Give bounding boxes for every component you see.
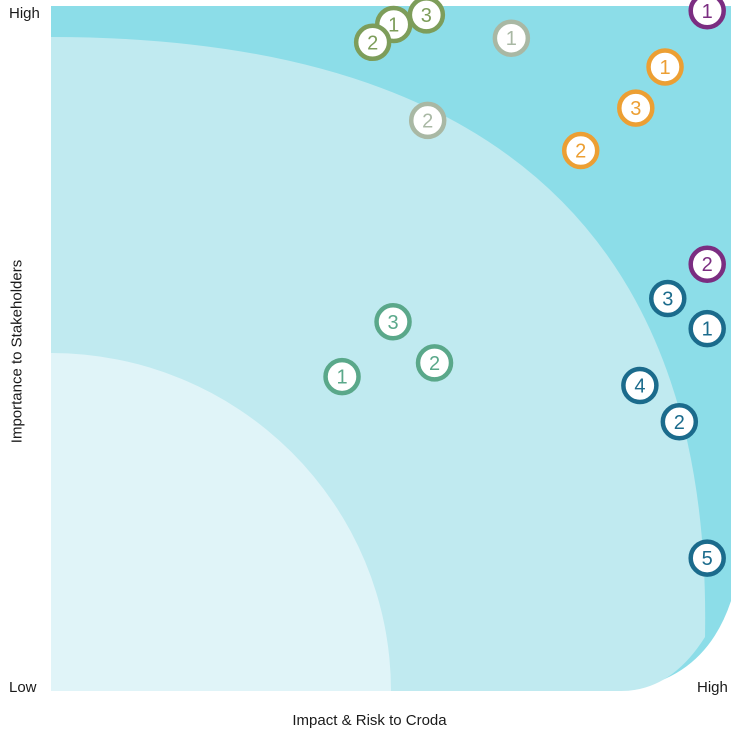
data-point-label: 1 bbox=[506, 28, 517, 50]
data-point-label: 4 bbox=[634, 375, 645, 397]
data-point: 3 bbox=[407, 0, 446, 34]
y-axis-low-label: Low bbox=[9, 679, 37, 696]
data-point: 1 bbox=[688, 309, 726, 348]
data-point-label: 3 bbox=[630, 98, 641, 120]
data-point-marker bbox=[660, 403, 699, 441]
y-axis-high-label: High bbox=[9, 5, 40, 22]
data-point: 3 bbox=[649, 279, 687, 318]
data-point: 2 bbox=[561, 131, 600, 170]
data-point-label: 2 bbox=[422, 110, 433, 132]
data-point: 3 bbox=[617, 89, 655, 127]
data-point-marker bbox=[561, 131, 600, 170]
data-point-marker bbox=[688, 245, 726, 283]
data-point-marker bbox=[415, 344, 454, 382]
data-point-marker bbox=[407, 0, 446, 34]
data-point-marker bbox=[688, 0, 726, 30]
data-point: 2 bbox=[353, 23, 392, 62]
data-point-label: 1 bbox=[336, 367, 347, 389]
zone-background bbox=[51, 6, 731, 691]
data-point-marker bbox=[492, 19, 531, 57]
data-point-label: 2 bbox=[367, 32, 378, 54]
data-point: 3 bbox=[374, 303, 412, 341]
data-point: 2 bbox=[688, 245, 726, 283]
y-axis-label: Importance to Stakeholders bbox=[8, 259, 26, 444]
data-point: 1 bbox=[323, 357, 361, 396]
data-point: 4 bbox=[621, 366, 659, 405]
data-point: 5 bbox=[688, 539, 726, 577]
data-point-marker bbox=[408, 101, 447, 140]
data-point-marker bbox=[621, 366, 659, 405]
data-point-label: 1 bbox=[659, 57, 670, 79]
data-point-marker bbox=[353, 23, 392, 62]
data-point-marker bbox=[617, 89, 655, 127]
data-point-label: 3 bbox=[387, 312, 398, 334]
data-point-label: 1 bbox=[702, 1, 713, 23]
zone-low bbox=[51, 353, 391, 691]
data-point-marker bbox=[688, 539, 726, 577]
data-point-label: 2 bbox=[674, 412, 685, 434]
data-point-marker bbox=[323, 357, 361, 396]
x-axis-label: Impact & Risk to Croda bbox=[292, 712, 447, 729]
data-point: 1 bbox=[646, 48, 684, 86]
data-point-label: 2 bbox=[429, 353, 440, 375]
data-point: 2 bbox=[415, 344, 454, 382]
data-point-label: 5 bbox=[702, 548, 713, 570]
data-point-marker bbox=[646, 48, 684, 86]
data-point-marker bbox=[688, 309, 726, 348]
data-point-marker bbox=[649, 279, 687, 318]
data-point: 1 bbox=[688, 0, 726, 30]
data-point: 2 bbox=[408, 101, 447, 140]
data-point: 2 bbox=[660, 403, 699, 441]
data-point-label: 2 bbox=[702, 254, 713, 276]
data-point-label: 3 bbox=[662, 288, 673, 310]
data-point-label: 1 bbox=[388, 14, 399, 36]
data-point-marker bbox=[374, 303, 412, 341]
data-point-label: 2 bbox=[575, 141, 586, 163]
data-point: 1 bbox=[492, 19, 531, 57]
data-point-label: 3 bbox=[421, 5, 432, 27]
data-point-label: 1 bbox=[702, 319, 713, 341]
x-axis-high-label: High bbox=[697, 679, 728, 696]
